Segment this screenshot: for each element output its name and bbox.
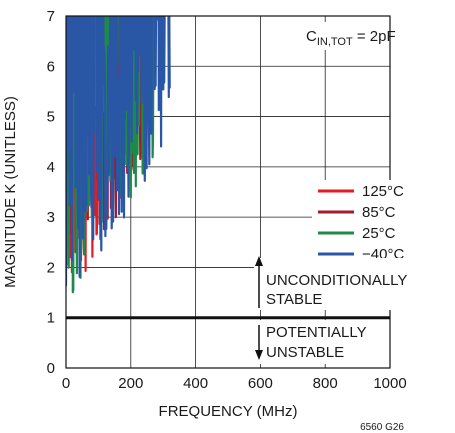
annotation-tail: = 2pF [353, 28, 396, 45]
y-tick-label: 4 [47, 159, 55, 176]
annotation-bg [296, 22, 388, 50]
x-tick-label: 0 [62, 375, 70, 392]
down-arrow-icon [255, 325, 263, 360]
y-tick-label: 3 [47, 209, 55, 226]
x-axis-tick-labels: 0 200 400 600 800 1000 [62, 375, 407, 392]
unconditionally-label: UNCONDITIONALLY [266, 272, 407, 289]
x-tick-label: 400 [183, 375, 208, 392]
legend-bg [312, 180, 406, 266]
legend-label: 125°C [362, 183, 404, 200]
x-tick-label: 200 [118, 375, 143, 392]
data-traces [66, 16, 171, 294]
stable-label: STABLE [266, 291, 322, 308]
unstable-label: UNSTABLE [266, 344, 344, 361]
y-axis-title: MAGNITUDE K (UNITLESS) [2, 96, 19, 288]
y-tick-label: 7 [47, 8, 55, 25]
x-tick-label: 800 [313, 375, 338, 392]
legend-label: 85°C [362, 204, 396, 221]
legend-label: 25°C [362, 225, 396, 242]
lower-label-bg [254, 320, 364, 364]
capacitance-annotation: CIN,TOT = 2pF [306, 28, 396, 48]
y-tick-label: 1 [47, 310, 55, 327]
potentially-label: POTENTIALLY [266, 324, 367, 341]
x-tick-label: 1000 [373, 375, 406, 392]
up-arrow-icon [255, 256, 263, 308]
x-tick-label: 600 [248, 375, 273, 392]
y-tick-label: 2 [47, 259, 55, 276]
upper-label-bg [254, 258, 414, 310]
figure-code: 6560 G26 [360, 422, 404, 433]
y-tick-label: 0 [47, 360, 55, 377]
x-axis-title: FREQUENCY (MHz) [159, 403, 298, 420]
series-line [66, 16, 171, 287]
annotation-sub: IN,TOT [317, 36, 353, 48]
y-axis-tick-labels: 0 1 2 3 4 5 6 7 [47, 8, 55, 377]
y-tick-label: 6 [47, 58, 55, 75]
annotation-main: C [306, 28, 317, 45]
y-tick-label: 5 [47, 109, 55, 126]
